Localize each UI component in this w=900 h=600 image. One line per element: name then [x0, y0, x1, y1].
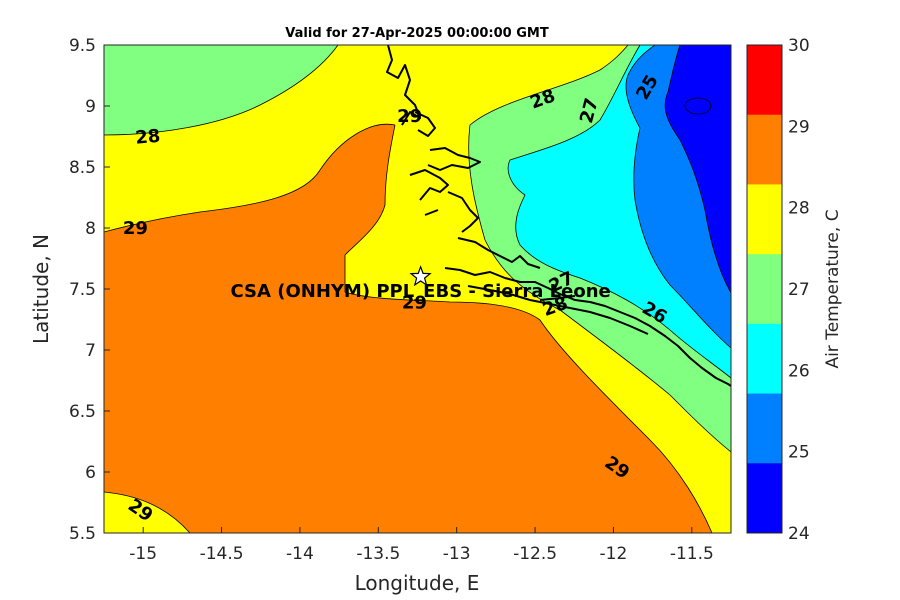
y-tick-label: 8: [85, 219, 96, 239]
y-tick-label: 6: [85, 463, 96, 483]
colorbar-tick-label: 28: [788, 199, 810, 219]
y-tick-label: 8.5: [69, 158, 96, 178]
x-axis-label: Longitude, E: [355, 571, 480, 595]
x-axis-ticks: -15 -14.5 -14 -13.5 -13 -12.5 -12 -11.5: [129, 527, 714, 564]
colorbar: 24 25 26 27 28 29 30 Air Temperature, C: [746, 36, 843, 544]
colorbar-band: [747, 184, 782, 255]
contour-label: 29: [123, 218, 148, 239]
x-tick-label: -13: [443, 544, 471, 564]
colorbar-tick-label: 30: [788, 36, 810, 56]
colorbar-label: Air Temperature, C: [823, 209, 843, 368]
x-tick-label: -14.5: [200, 544, 244, 564]
colorbar-band: [747, 393, 782, 464]
y-axis-ticks: 5.5 6 6.5 7 7.5 8 8.5 9 9.5: [69, 36, 110, 544]
colorbar-tick-label: 26: [788, 361, 810, 381]
y-tick-label: 9.5: [69, 36, 96, 56]
x-tick-label: -15: [129, 544, 157, 564]
colorbar-tick-label: 24: [788, 524, 810, 544]
y-tick-label: 5.5: [69, 524, 96, 544]
contour-label: 29: [402, 293, 427, 314]
site-label: CSA (ONHYM) PPL_EBS - Sierra Leone: [231, 281, 611, 302]
colorbar-band: [747, 463, 782, 534]
x-tick-label: -11.5: [670, 544, 714, 564]
site-marker-group: CSA (ONHYM) PPL_EBS - Sierra Leone: [231, 265, 611, 302]
colorbar-tick-label: 25: [788, 443, 810, 463]
figure-title: Valid for 27-Apr-2025 00:00:00 GMT: [285, 26, 549, 41]
colorbar-tick-label: 27: [788, 280, 810, 300]
x-tick-label: -14: [286, 544, 314, 564]
colorbar-tick-label: 29: [788, 117, 810, 137]
y-axis-label: Latitude, N: [29, 234, 53, 344]
colorbar-band: [747, 45, 782, 116]
x-tick-label: -13.5: [356, 544, 400, 564]
star-icon: [409, 265, 432, 287]
colorbar-band: [747, 323, 782, 395]
contour-label: 28: [134, 126, 161, 149]
y-tick-label: 7: [85, 341, 96, 361]
colorbar-band: [747, 254, 782, 325]
band-27-28: [104, 45, 338, 135]
y-tick-label: 7.5: [69, 280, 96, 300]
contour-label: 29: [397, 106, 422, 127]
coastline: [386, 45, 731, 387]
y-tick-label: 9: [85, 97, 96, 117]
y-tick-label: 6.5: [69, 402, 96, 422]
contour-lines: [104, 45, 731, 533]
band-28-29-corner: [104, 492, 190, 533]
x-tick-label: -12.5: [513, 544, 557, 564]
x-tick-label: -12: [600, 544, 628, 564]
band-24-25: [665, 45, 731, 293]
colorbar-band: [747, 114, 782, 185]
